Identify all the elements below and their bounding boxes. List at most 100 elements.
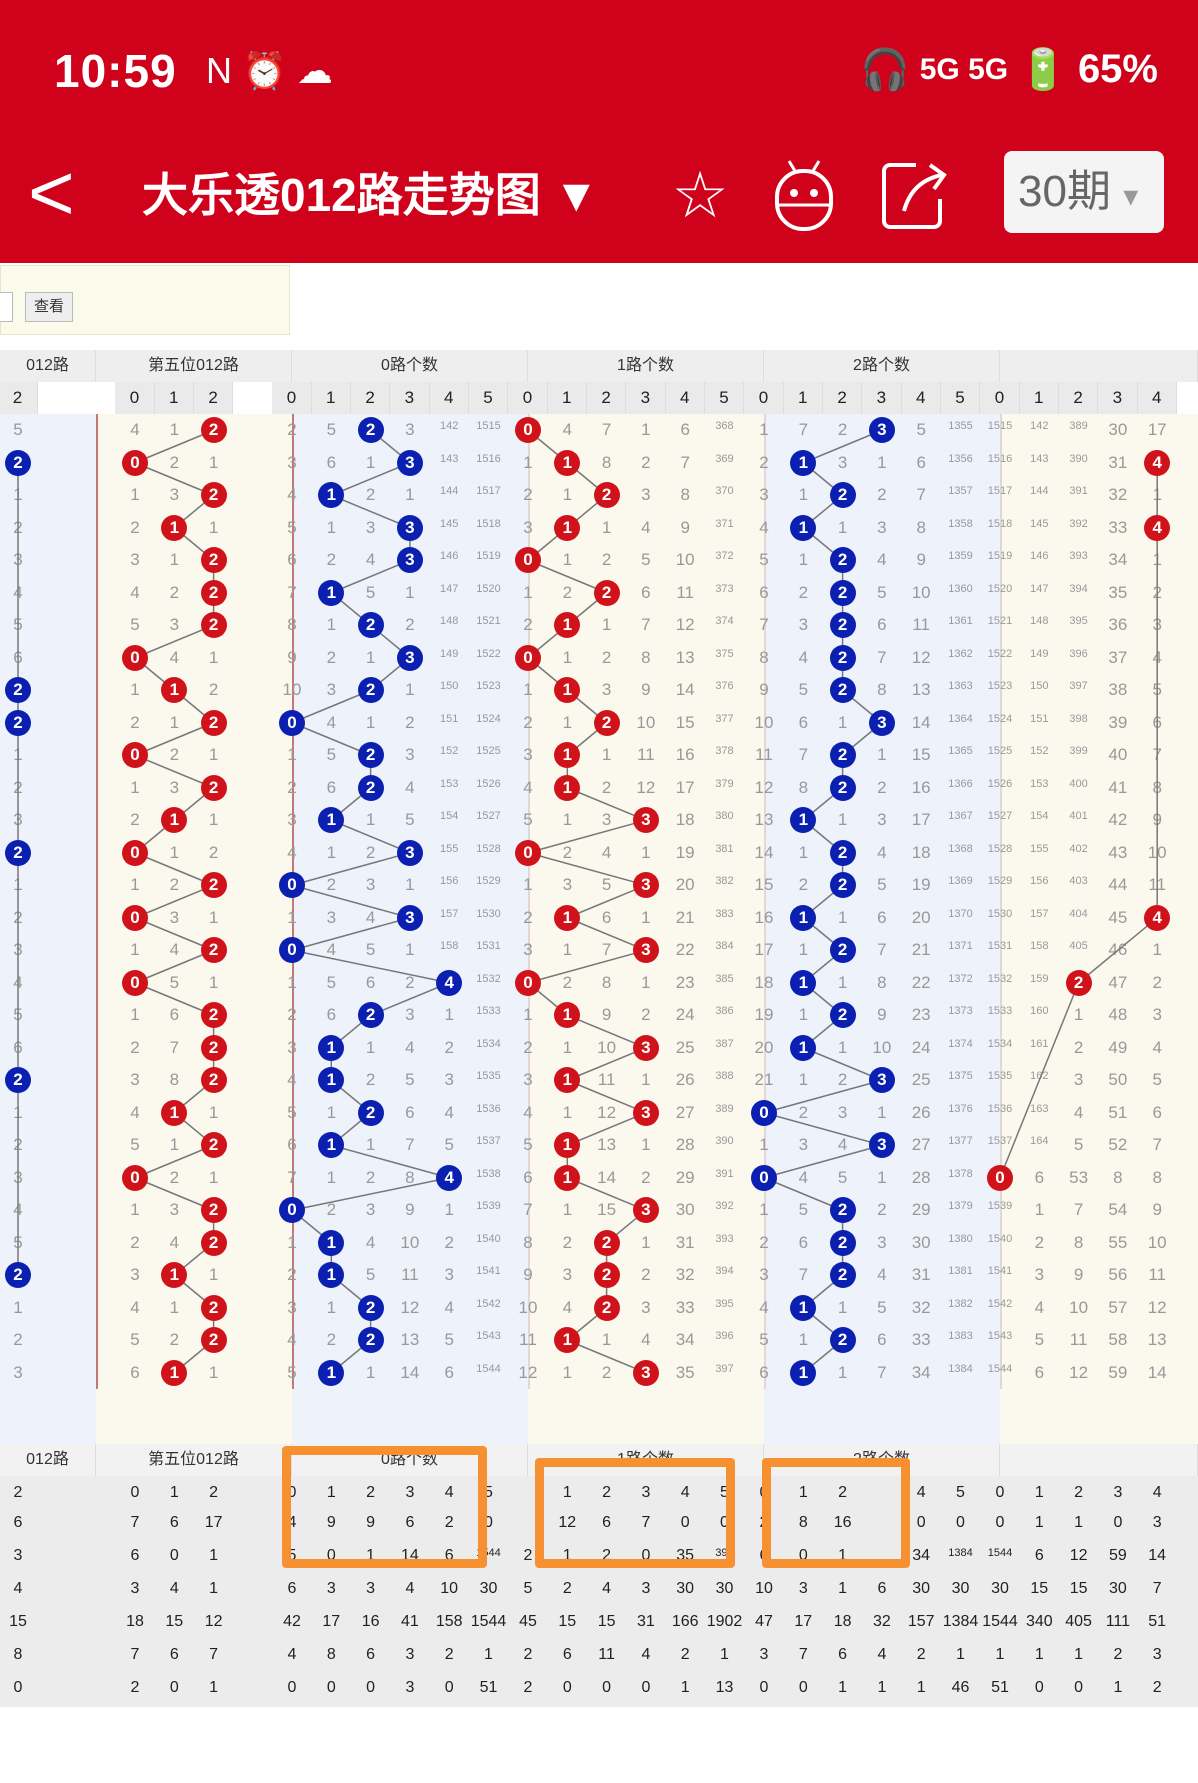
trend-line xyxy=(370,982,450,1016)
omission-value: 9 xyxy=(601,1005,612,1025)
search-input[interactable] xyxy=(0,292,13,322)
trend-line xyxy=(567,1177,647,1211)
omission-value: 11 xyxy=(597,1070,616,1090)
robot-icon[interactable] xyxy=(764,155,844,235)
stat-value: 0 xyxy=(956,1514,965,1531)
star-icon[interactable]: ☆ xyxy=(671,159,729,231)
omission-value: 10 xyxy=(754,712,774,732)
omission-value: 5 xyxy=(326,420,337,440)
trend-ball: 2 xyxy=(200,1002,227,1029)
stat-value: 4 xyxy=(405,1580,415,1597)
omission-value: 3 xyxy=(326,907,337,927)
trend-ball: 2 xyxy=(200,579,227,606)
stat-value: 18 xyxy=(833,1613,852,1630)
omission-value: 2 xyxy=(837,1070,848,1090)
trend-line xyxy=(291,852,411,886)
trend-ball: 2 xyxy=(357,417,384,444)
column-number: 5 xyxy=(468,382,509,414)
trend-ball: 2 xyxy=(357,1327,384,1354)
omission-value: 39 xyxy=(1108,712,1128,732)
trend-line xyxy=(567,1339,647,1374)
stat-value: 12 xyxy=(558,1514,577,1531)
omission-value: 392 xyxy=(1069,517,1088,530)
bottom-column-number: 2 xyxy=(1074,1484,1084,1501)
trend-ball: 3 xyxy=(396,449,423,476)
trend-line xyxy=(291,949,450,984)
title-bar: < 大乐透012路走势图 ▼ ☆ 30期 ▾ xyxy=(0,135,1198,263)
stat-value: 45 xyxy=(519,1613,537,1630)
omission-value: 2 xyxy=(562,842,573,862)
omission-value: 4 xyxy=(562,1297,573,1317)
omission-value: 26 xyxy=(675,1070,695,1090)
omission-value: 2 xyxy=(562,972,573,992)
bottom-column-number: 5 xyxy=(484,1484,493,1501)
omission-value: 1 xyxy=(208,647,219,667)
column-number: 4 xyxy=(901,382,941,414)
omission-value: 2 xyxy=(365,485,376,505)
stat-value: 17 xyxy=(794,1613,813,1630)
trend-ball: 2 xyxy=(829,579,856,606)
period-select[interactable]: 30期 ▾ xyxy=(1004,151,1164,233)
share-icon[interactable] xyxy=(874,155,954,235)
notification-icons: N ⏰ ☁ xyxy=(206,50,333,91)
omission-value: 1529 xyxy=(476,875,501,888)
stat-value: 2 xyxy=(523,1547,533,1564)
omission-value: 42 xyxy=(1108,810,1128,830)
omission-value: 142 xyxy=(1030,420,1049,433)
omission-value: 8 xyxy=(877,680,887,700)
omission-value: 396 xyxy=(1069,647,1088,660)
trend-ball: 2 xyxy=(200,417,227,444)
column-number: 2 xyxy=(193,382,234,414)
trend-ball: 3 xyxy=(868,417,895,444)
omission-value: 1 xyxy=(130,485,140,505)
trend-line xyxy=(134,949,214,984)
group-header: 012路 xyxy=(0,350,96,382)
omission-value: 18 xyxy=(754,972,774,992)
omission-value: 1 xyxy=(208,517,219,537)
omission-value: 1541 xyxy=(476,1265,501,1278)
omission-value: 21 xyxy=(675,907,695,927)
stat-value: 0 xyxy=(641,1679,651,1696)
trend-ball: 0 xyxy=(279,1197,305,1224)
omission-value: 380 xyxy=(715,810,734,823)
stat-value: 30 xyxy=(676,1580,695,1597)
trend-ball: 2 xyxy=(200,709,227,736)
omission-value: 57 xyxy=(1108,1297,1128,1317)
omission-value: 20 xyxy=(911,907,931,927)
omission-value: 1 xyxy=(208,907,219,927)
omission-value: 3 xyxy=(130,550,140,570)
omission-value: 5 xyxy=(169,972,180,992)
back-icon[interactable]: < xyxy=(28,148,75,237)
stat-value: 3 xyxy=(1152,1646,1162,1663)
stat-value: 4 xyxy=(877,1646,887,1663)
omission-value: 385 xyxy=(715,972,734,985)
stat-value: 1 xyxy=(484,1646,493,1663)
trend-ball: 2 xyxy=(357,1099,384,1126)
omission-value: 1535 xyxy=(476,1070,501,1083)
stat-value: 7 xyxy=(798,1646,808,1663)
stat-value: 30 xyxy=(951,1580,970,1597)
omission-value: 15 xyxy=(675,712,695,732)
omission-value: 2 xyxy=(405,972,415,992)
omission-value: 163 xyxy=(1030,1102,1049,1115)
omission-value: 7 xyxy=(798,1265,809,1285)
omission-value: 5 xyxy=(759,550,769,570)
trend-ball: 1 xyxy=(554,774,581,801)
stat-value: 0 xyxy=(759,1679,769,1696)
view-button[interactable]: 查看 xyxy=(25,292,73,322)
trend-ball: 0 xyxy=(122,1164,148,1191)
omission-value: 1527 xyxy=(476,810,501,823)
omission-value: 1520 xyxy=(987,582,1013,595)
omission-value: 1536 xyxy=(476,1102,501,1115)
omission-value: 394 xyxy=(715,1265,734,1278)
omission-value: 4 xyxy=(326,940,337,960)
stat-value: 34 xyxy=(912,1547,931,1564)
omission-value: 33 xyxy=(1108,517,1128,537)
page-title[interactable]: 大乐透012路走势图 ▼ xyxy=(142,169,600,221)
omission-value: 30 xyxy=(675,1200,695,1220)
trend-ball: 4 xyxy=(1144,514,1171,541)
omission-value: 2 xyxy=(523,1037,533,1057)
omission-value: 5 xyxy=(601,875,612,895)
trend-ball: 0 xyxy=(122,839,148,866)
omission-value: 1 xyxy=(759,1200,769,1220)
